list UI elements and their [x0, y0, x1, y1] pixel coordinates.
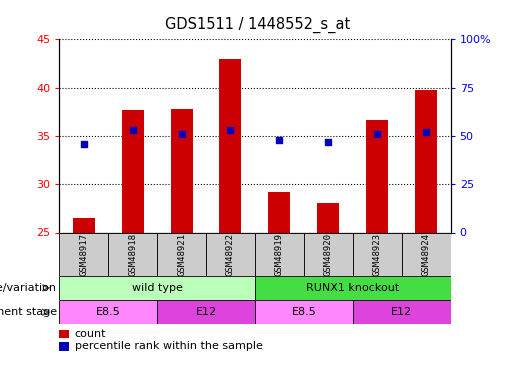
- Point: [177, 131, 185, 137]
- Bar: [59, 232, 108, 276]
- Bar: [59, 300, 157, 324]
- Text: GSM48917: GSM48917: [79, 232, 88, 276]
- Bar: [317, 202, 339, 232]
- Bar: [59, 342, 69, 351]
- Bar: [122, 110, 144, 232]
- Bar: [415, 90, 437, 232]
- Bar: [157, 300, 255, 324]
- Text: GSM48923: GSM48923: [373, 232, 382, 276]
- Bar: [366, 120, 388, 232]
- Bar: [219, 59, 242, 232]
- Bar: [304, 232, 353, 276]
- Text: GSM48918: GSM48918: [128, 232, 137, 276]
- Point: [324, 139, 333, 145]
- Point: [226, 127, 234, 133]
- Text: GSM48922: GSM48922: [226, 232, 235, 276]
- Point: [422, 129, 430, 135]
- Text: genotype/variation: genotype/variation: [0, 283, 57, 293]
- Text: GSM48921: GSM48921: [177, 232, 186, 276]
- Bar: [268, 192, 290, 232]
- Text: E12: E12: [391, 307, 413, 317]
- Text: count: count: [75, 329, 106, 339]
- Bar: [73, 218, 95, 232]
- Bar: [255, 276, 451, 300]
- Text: percentile rank within the sample: percentile rank within the sample: [75, 341, 263, 351]
- Bar: [206, 232, 255, 276]
- Point: [128, 127, 136, 133]
- Bar: [353, 300, 451, 324]
- Point: [275, 137, 283, 143]
- Text: development stage: development stage: [0, 307, 57, 317]
- Text: E8.5: E8.5: [291, 307, 316, 317]
- Bar: [59, 330, 69, 338]
- Text: E12: E12: [195, 307, 217, 317]
- Text: GSM48919: GSM48919: [275, 232, 284, 276]
- Bar: [108, 232, 157, 276]
- Bar: [255, 232, 304, 276]
- Bar: [353, 232, 402, 276]
- Text: GSM48920: GSM48920: [324, 232, 333, 276]
- Text: E8.5: E8.5: [96, 307, 121, 317]
- Bar: [255, 300, 353, 324]
- Bar: [402, 232, 451, 276]
- Point: [373, 131, 381, 137]
- Text: RUNX1 knockout: RUNX1 knockout: [306, 283, 400, 293]
- Text: GSM48924: GSM48924: [422, 232, 431, 276]
- Bar: [170, 109, 193, 232]
- Text: GDS1511 / 1448552_s_at: GDS1511 / 1448552_s_at: [165, 17, 350, 33]
- Bar: [59, 276, 255, 300]
- Text: wild type: wild type: [132, 283, 182, 293]
- Bar: [157, 232, 206, 276]
- Point: [79, 141, 88, 147]
